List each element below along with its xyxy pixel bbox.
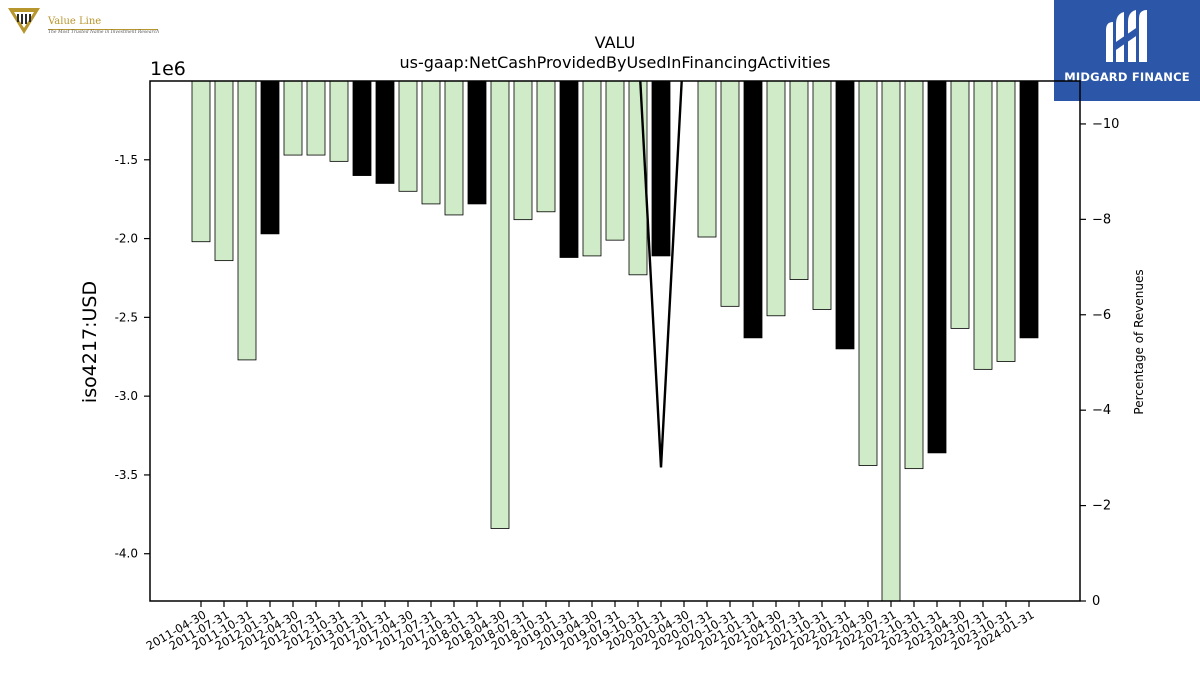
- bar: [559, 80, 579, 258]
- y-tick-label: -3.0: [115, 389, 138, 403]
- y-axis-label: iso4217:USD: [79, 281, 101, 403]
- value-line-logo: Value Line The Most Trusted Name in Inve…: [6, 6, 166, 40]
- percent-line: [639, 81, 683, 468]
- bar: [720, 80, 740, 307]
- value-line-rule: [48, 29, 158, 30]
- line-group: [639, 81, 683, 468]
- bar: [904, 80, 924, 470]
- bar: [973, 80, 993, 370]
- bar: [766, 80, 786, 317]
- bar: [996, 80, 1016, 362]
- bar: [237, 80, 257, 361]
- bar: [467, 80, 487, 205]
- bar: [582, 80, 602, 257]
- bar: [352, 80, 372, 176]
- bar: [283, 80, 303, 156]
- y-tick-label: -2.5: [115, 310, 138, 324]
- y-tick-label: -3.5: [115, 468, 138, 482]
- y-tick-label: -1.5: [115, 153, 138, 167]
- bar: [329, 80, 349, 162]
- y2-axis-label: Percentage of Revenues: [1132, 269, 1146, 414]
- bar: [214, 80, 234, 262]
- bar: [697, 80, 717, 238]
- y2-tick-label: −8: [1092, 212, 1111, 227]
- y2-tick-label: −4: [1092, 403, 1111, 418]
- y2-tick-label: −2: [1092, 499, 1111, 514]
- bar: [651, 80, 671, 257]
- bar: [444, 80, 464, 216]
- bar: [789, 80, 809, 280]
- value-line-emblem-icon: [8, 8, 40, 34]
- bar: [536, 80, 556, 213]
- midgard-emblem-icon: [1106, 10, 1147, 62]
- y-offset-label: 1e6: [150, 58, 186, 80]
- y-tick-label: -2.0: [115, 232, 138, 246]
- bar: [950, 80, 970, 329]
- bars-group: [191, 80, 1039, 602]
- bar: [260, 80, 280, 235]
- x-ticks-group: 2011-04-302011-07-312011-10-312012-01-31…: [144, 601, 1037, 653]
- bar: [927, 80, 947, 454]
- bar: [1019, 80, 1039, 339]
- bar: [858, 80, 878, 466]
- bar: [835, 80, 855, 350]
- y-ticks-group: -1.5 -2.0 -2.5 -3.0 -3.5 -4.0: [115, 153, 150, 561]
- y-tick-label: -4.0: [115, 547, 138, 561]
- y2-tick-label: −6: [1092, 308, 1111, 323]
- value-line-name: Value Line: [48, 16, 102, 27]
- bar: [421, 80, 441, 205]
- bar: [513, 80, 533, 221]
- chart-title: VALU: [595, 33, 636, 52]
- bar: [375, 80, 395, 184]
- plot-frame: [149, 80, 1081, 602]
- bar: [398, 80, 418, 192]
- bar: [881, 80, 901, 602]
- value-line-tagline: The Most Trusted Name in Investment Rese…: [48, 30, 160, 35]
- midgard-finance-logo: MIDGARD FINANCE: [1054, 0, 1200, 101]
- y2-ticks-group: 0 −2 −4 −6 −8 −10: [1080, 117, 1119, 609]
- y2-tick-label: 0: [1092, 594, 1100, 609]
- chart-subtitle: us-gaap:NetCashProvidedByUsedInFinancing…: [399, 53, 830, 72]
- bar: [306, 80, 326, 156]
- bar: [812, 80, 832, 310]
- bar: [605, 80, 625, 241]
- midgard-finance-name: MIDGARD FINANCE: [1064, 70, 1190, 84]
- bar: [490, 80, 510, 529]
- bar: [191, 80, 211, 243]
- bar: [743, 80, 763, 339]
- y2-tick-label: −10: [1092, 117, 1119, 132]
